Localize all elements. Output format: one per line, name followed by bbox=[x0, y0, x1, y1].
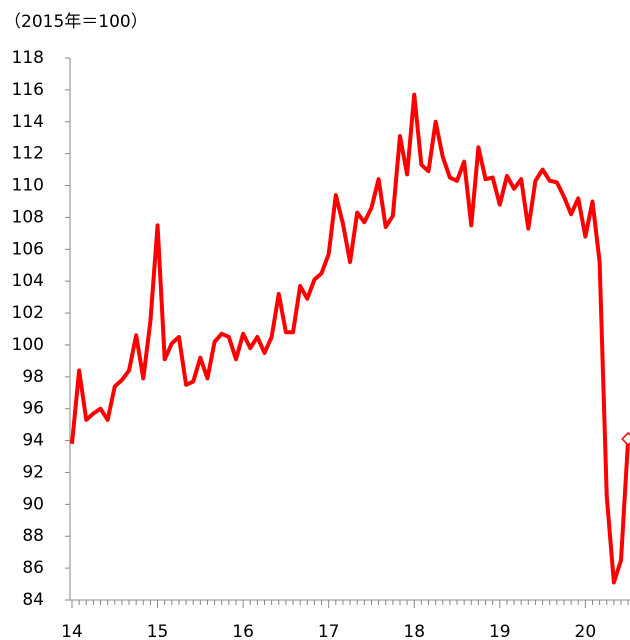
x-tick-label: 18 bbox=[403, 622, 425, 640]
data-line bbox=[70, 92, 630, 585]
y-tick-label: 84 bbox=[22, 590, 44, 610]
x-tick-label: 17 bbox=[318, 622, 340, 640]
x-tick-label: 16 bbox=[232, 622, 254, 640]
y-tick-label: 92 bbox=[22, 462, 44, 482]
last-point-marker bbox=[621, 431, 630, 447]
y-tick-label: 106 bbox=[12, 239, 44, 259]
y-tick-label: 114 bbox=[12, 112, 44, 132]
y-tick-label: 100 bbox=[12, 335, 44, 355]
x-tick-label: 14 bbox=[61, 622, 83, 640]
y-tick-label: 102 bbox=[12, 303, 44, 323]
y-tick-label: 96 bbox=[22, 399, 44, 419]
y-tick-label: 90 bbox=[22, 494, 44, 514]
y-tick-label: 112 bbox=[12, 144, 44, 164]
y-tick-label: 108 bbox=[12, 207, 44, 227]
y-tick-label: 110 bbox=[12, 176, 44, 196]
y-tick-label: 98 bbox=[22, 367, 44, 387]
y-tick-label: 104 bbox=[12, 271, 44, 291]
y-tick-label: 86 bbox=[22, 558, 44, 578]
chart-title: （2015年＝100） bbox=[4, 12, 148, 32]
y-tick-label: 94 bbox=[22, 431, 44, 451]
y-tick-label: 88 bbox=[22, 526, 44, 546]
x-tick-label: 19 bbox=[489, 622, 511, 640]
y-tick-label: 118 bbox=[12, 48, 44, 68]
x-tick-label: 20 bbox=[575, 622, 597, 640]
x-tick-label: 15 bbox=[147, 622, 169, 640]
y-tick-label: 116 bbox=[12, 80, 44, 100]
